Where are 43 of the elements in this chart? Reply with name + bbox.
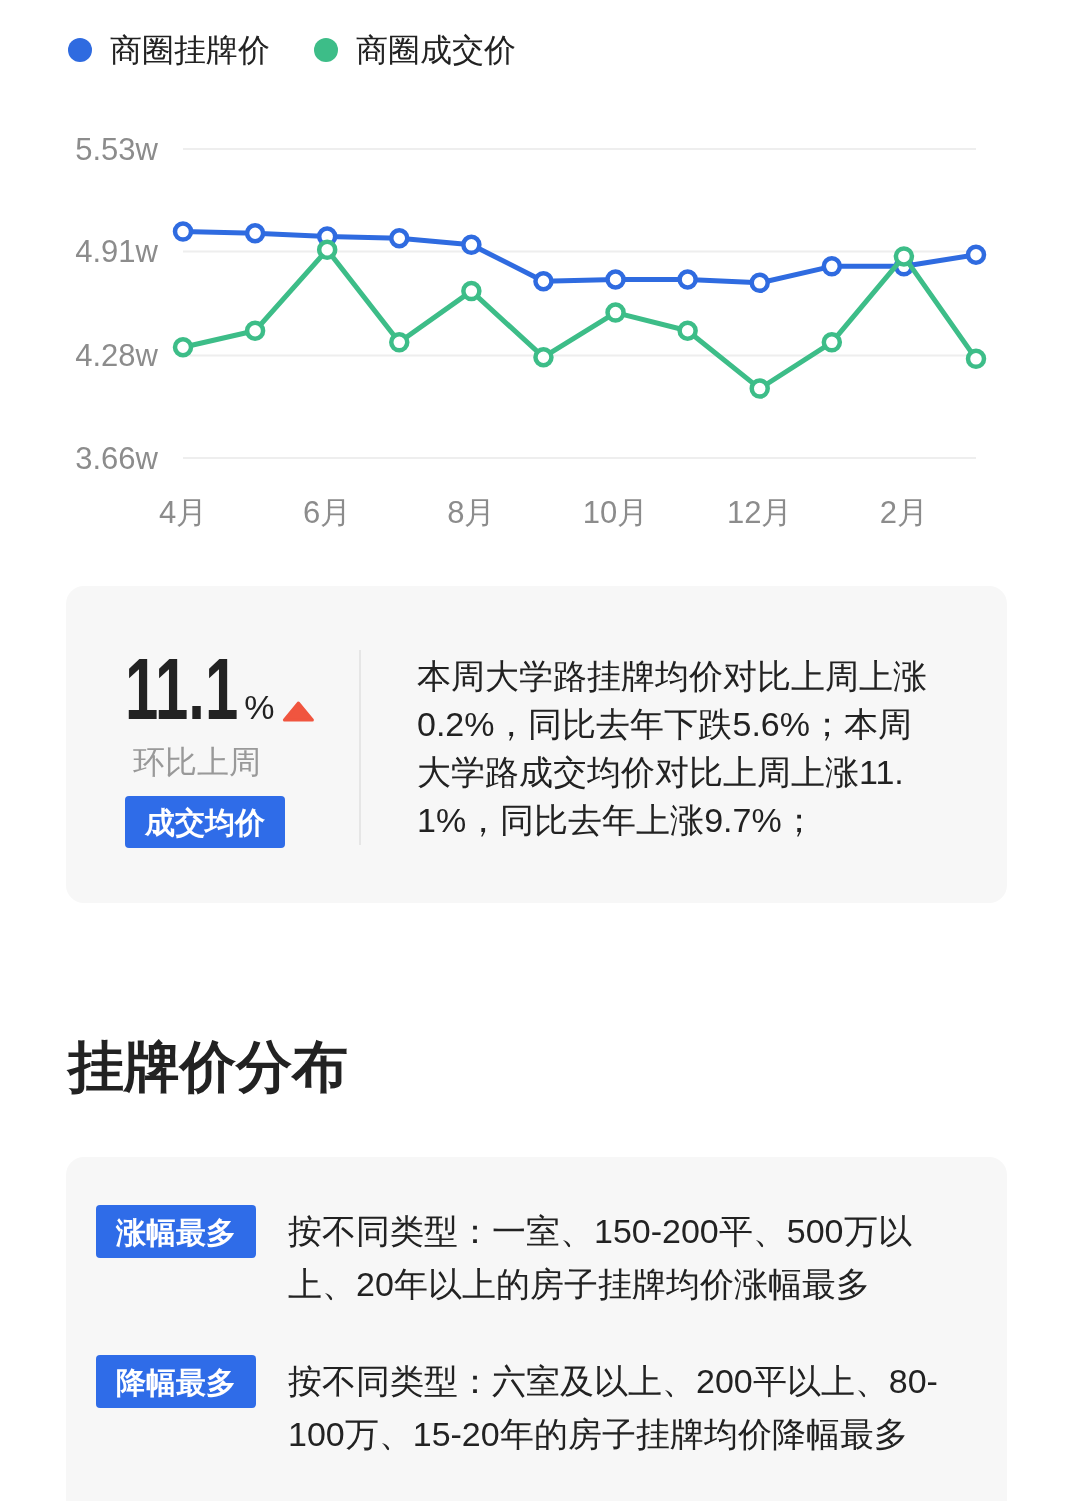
y-tick-label: 4.28w (75, 338, 159, 374)
point (749, 272, 770, 294)
text: 本周大学路挂牌均价对比上周上涨0.2%，同比去年下跌5.6%；本周大学路成交均价对比上周上涨11.1%，同比去年上涨9.7%； (417, 657, 927, 839)
point (893, 246, 915, 267)
point (965, 348, 987, 370)
x-tick-label: 10月 (582, 494, 649, 530)
point (172, 337, 194, 358)
point (533, 346, 554, 368)
y-tick-label: 5.53w (75, 131, 159, 167)
point (461, 234, 482, 256)
point (461, 280, 482, 302)
y-tick-label: 4.91w (75, 233, 159, 269)
point (244, 223, 266, 244)
point (749, 378, 770, 399)
text: 11.1% (125, 639, 292, 738)
text: 挂牌价分布 (66, 1034, 348, 1098)
point (965, 244, 987, 265)
legend-label: 商圈挂牌价 (110, 32, 270, 68)
point (172, 221, 194, 242)
point (389, 332, 410, 353)
x-tick-label: 2月 (879, 494, 929, 530)
text: 降幅最多 (116, 1365, 236, 1399)
point (821, 256, 843, 277)
x-tick-label: 8月 (447, 494, 496, 530)
legend-label: 商圈成交价 (356, 32, 516, 68)
text: 按不同类型：一室、150-200平、500万以上、20年以上的房子挂牌均价涨幅最多 (288, 1212, 912, 1303)
x-tick-label: 12月 (726, 494, 793, 530)
point (316, 239, 338, 261)
x-tick-label: 4月 (158, 494, 208, 530)
point (389, 227, 410, 249)
point (821, 332, 843, 353)
x-tick-label: 6月 (303, 494, 352, 530)
y-tick-label: 3.66w (75, 440, 159, 476)
point (677, 269, 698, 290)
text: 涨幅最多 (115, 1215, 236, 1249)
point (677, 320, 698, 342)
point (244, 320, 266, 342)
point (605, 302, 626, 323)
text: 环比上周 (133, 744, 261, 780)
point (533, 270, 554, 292)
text: 按不同类型：六室及以上、200平以上、80-100万、15-20年的房子挂牌均价降幅最多 (288, 1362, 938, 1453)
text: 成交均价 (144, 805, 266, 839)
point (605, 269, 626, 290)
